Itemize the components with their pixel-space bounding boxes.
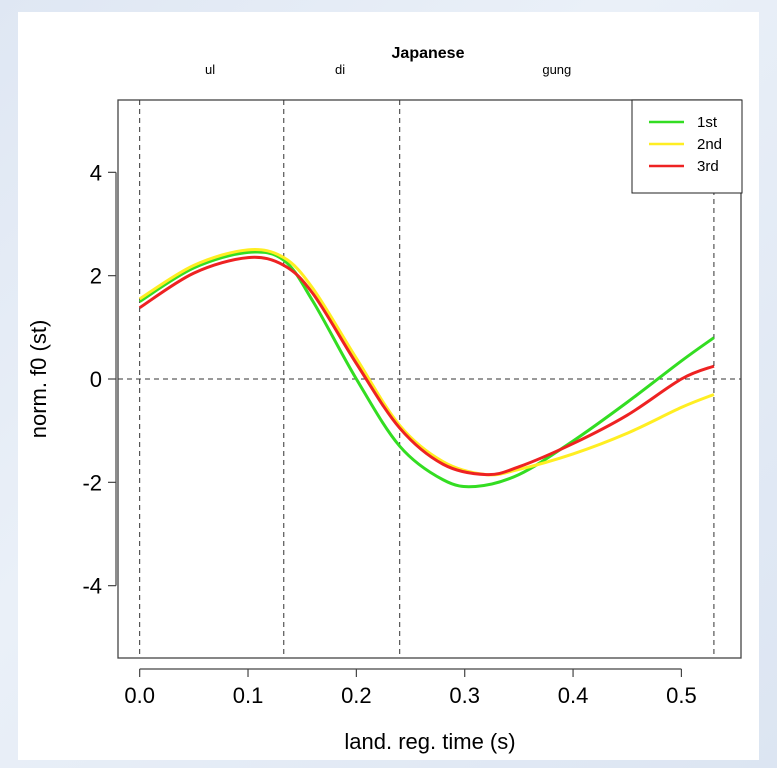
y-tick-label: -4 [82,574,102,599]
legend-label-2nd: 2nd [697,136,722,153]
segment-label-di: di [335,62,345,77]
legend: 1st 2nd 3rd [631,99,743,194]
axes: 0.0 0.1 0.2 0.3 0.4 0.5 -4 -2 0 2 4 [82,160,696,708]
x-tick-label: 0.2 [341,683,372,708]
y-tick-label: 0 [90,367,102,392]
segment-labels: ul di gung [205,62,571,77]
segment-label-gung: gung [542,62,571,77]
x-axis-label: land. reg. time (s) [344,729,515,754]
chart-frame: Japanese land. reg. time (s) norm. f0 (s… [18,12,759,760]
series-line-3rd [138,255,715,477]
y-tick-label: 4 [90,160,102,185]
x-tick-label: 0.3 [449,683,480,708]
chart-title: Japanese [392,45,465,62]
y-tick-label: 2 [90,264,102,289]
legend-label-1st: 1st [697,114,718,131]
legend-box [631,99,743,194]
legend-label-3rd: 3rd [697,158,719,175]
segment-label-ul: ul [205,62,215,77]
x-tick-label: 0.1 [233,683,264,708]
chart-canvas: Japanese land. reg. time (s) norm. f0 (s… [26,45,743,754]
y-tick-label: -2 [82,470,102,495]
y-axis-label: norm. f0 (st) [26,320,51,439]
series-line-2nd [138,248,715,477]
x-tick-label: 0.0 [124,683,155,708]
series-line-1st [138,250,715,489]
x-tick-label: 0.5 [666,683,697,708]
series-lines [138,248,715,489]
x-tick-label: 0.4 [558,683,589,708]
